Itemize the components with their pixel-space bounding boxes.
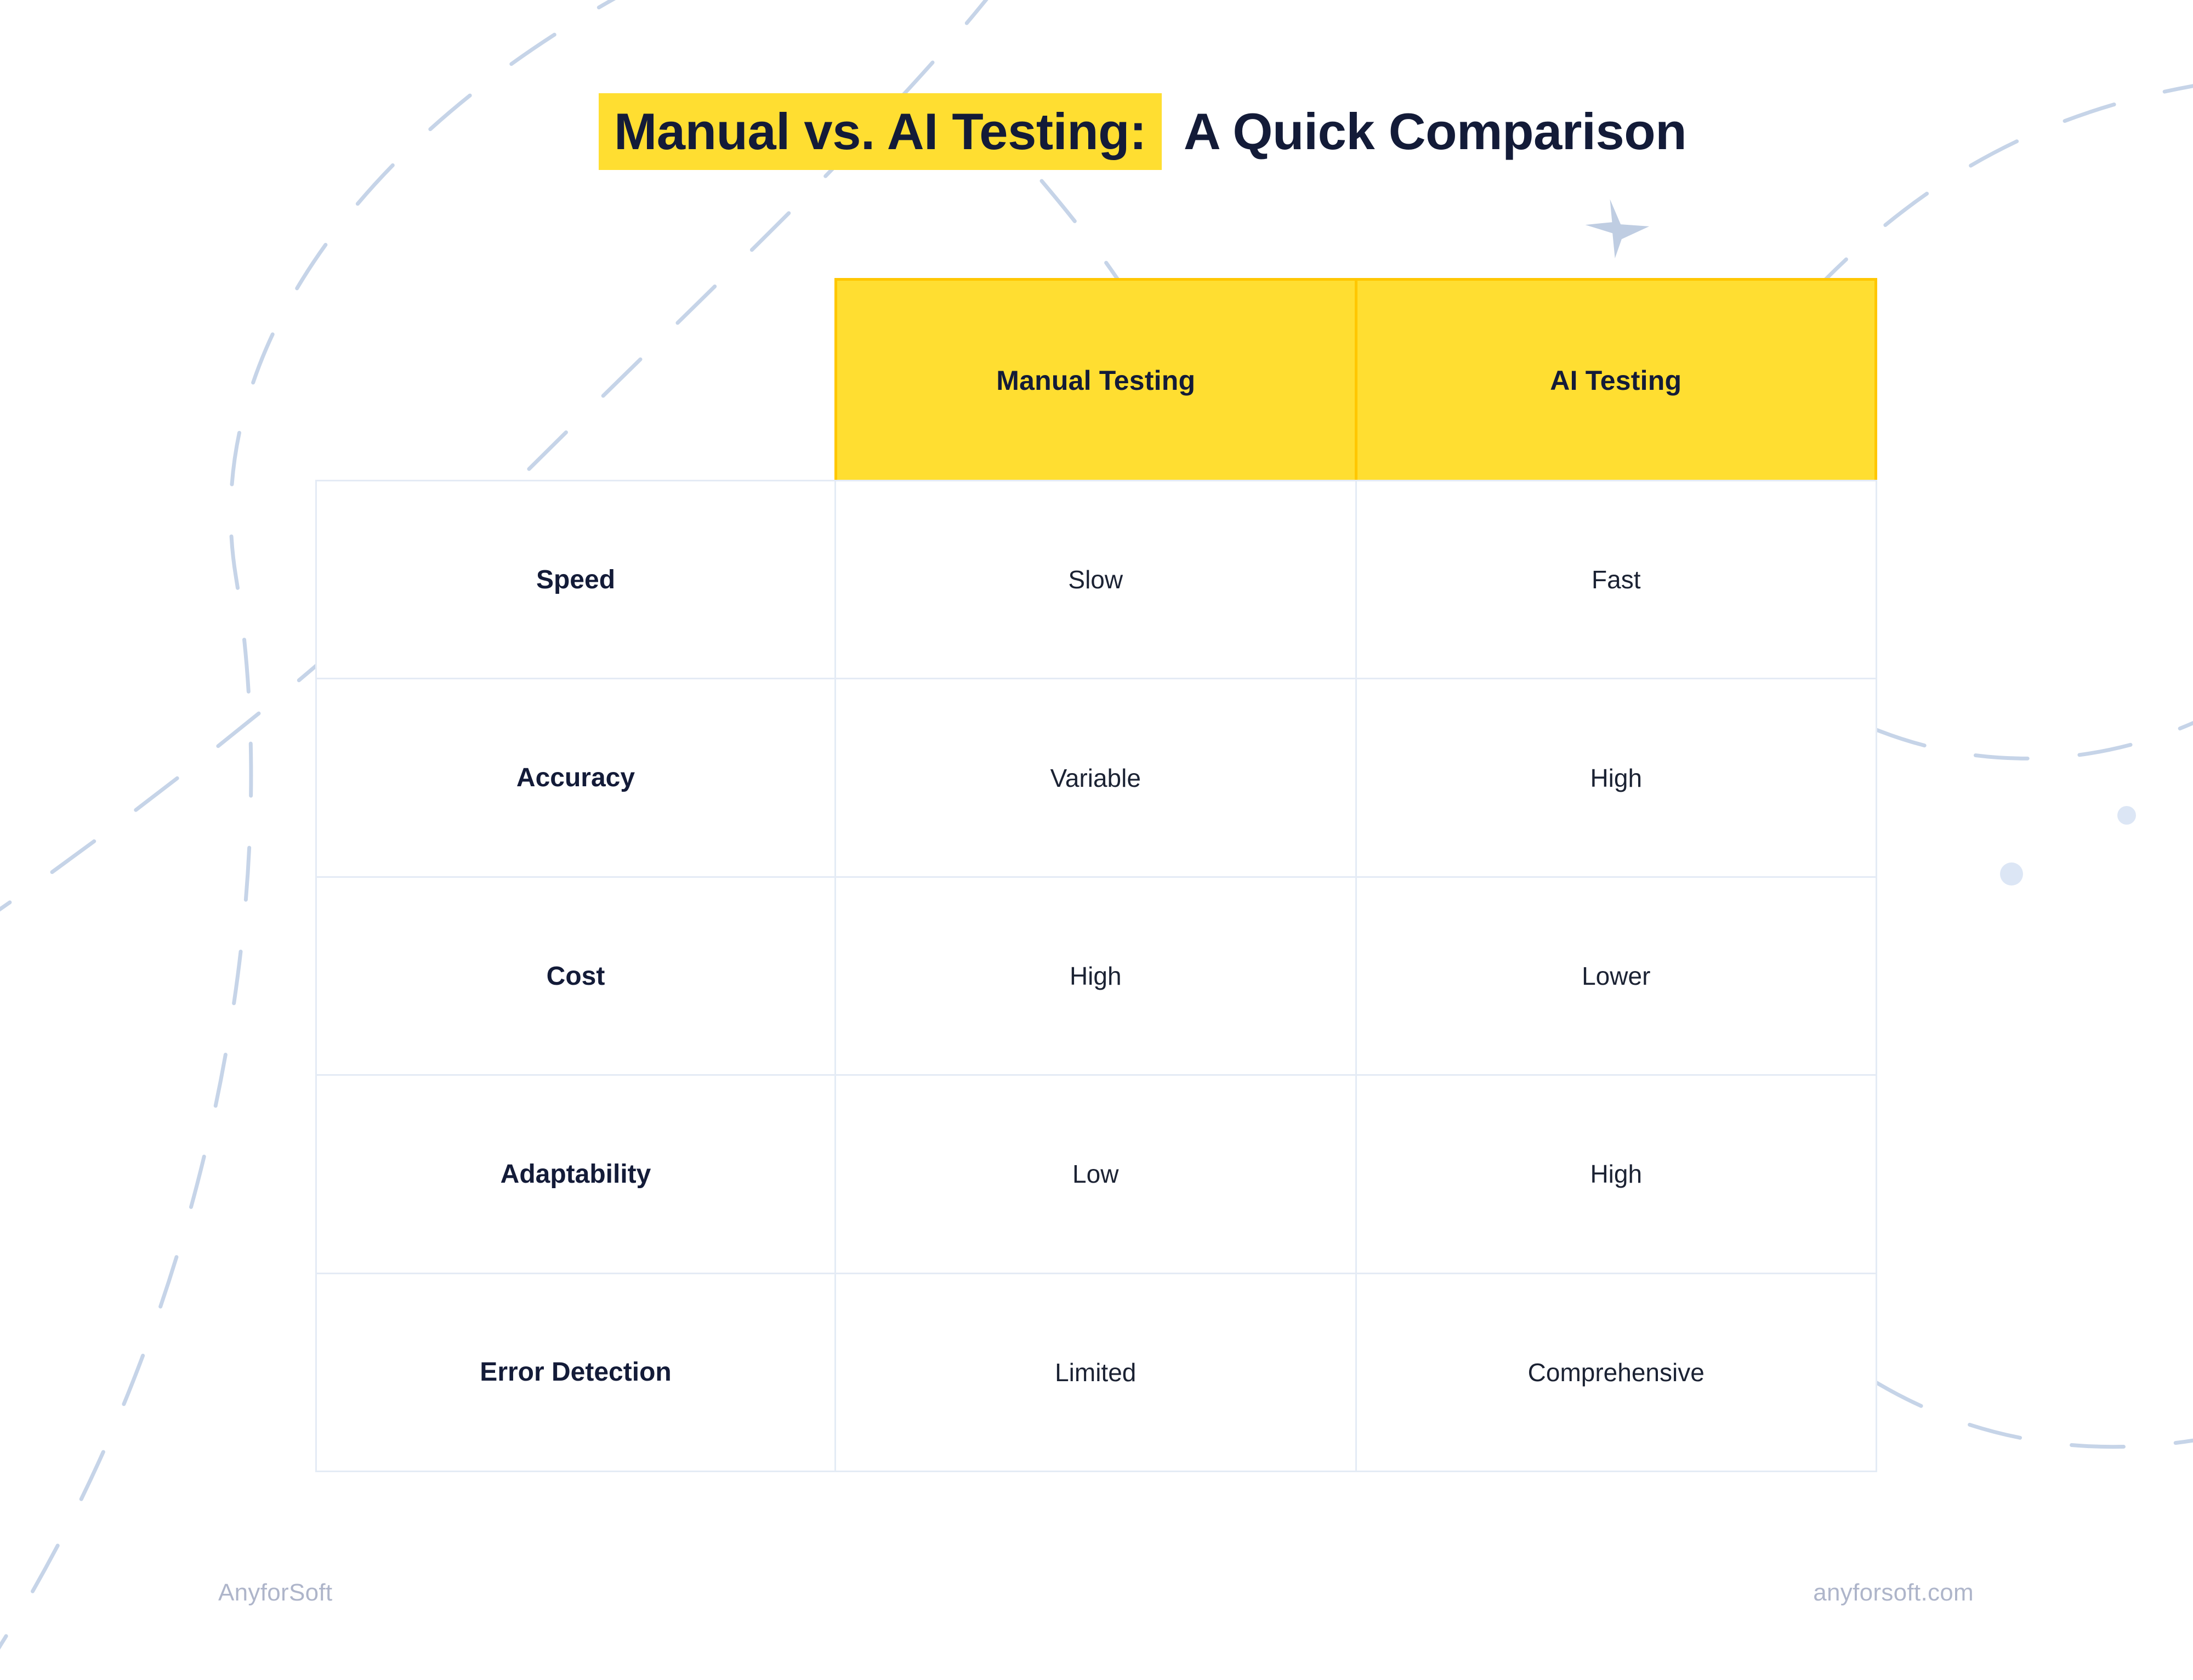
table-row: Error Detection Limited Comprehensive: [317, 1274, 1876, 1471]
cell-manual-speed: Slow: [836, 481, 1357, 678]
cell-ai-accuracy: High: [1590, 763, 1643, 792]
table-row: Cost High Lower: [317, 877, 1876, 1076]
decor-dot-lower: [2000, 862, 2023, 886]
row-label-error-detection: Error Detection: [317, 1274, 836, 1471]
sparkle-star-icon: [1585, 199, 1650, 259]
cell-ai-cost: Lower: [1582, 962, 1651, 991]
table-row: Speed Slow Fast: [317, 481, 1876, 680]
page-title-rest: A Quick Comparison: [1183, 103, 1687, 160]
decor-dot-upper: [2117, 806, 2136, 825]
row-label-cost: Cost: [317, 877, 836, 1075]
table-row: Accuracy Variable High: [317, 679, 1876, 878]
comparison-table-body: Speed Slow Fast Accuracy Variable High C…: [315, 480, 1877, 1472]
page-title-highlight: Manual vs. AI Testing:: [599, 93, 1162, 170]
footer-brand: AnyforSoft: [218, 1579, 333, 1606]
row-label-accuracy: Accuracy: [317, 679, 836, 876]
comparison-table-header: Manual Testing AI Testing: [834, 278, 1877, 480]
page-title: Manual vs. AI Testing: A Quick Compariso…: [599, 93, 1687, 170]
table-row: Adaptability Low High: [317, 1076, 1876, 1274]
dashed-curve-bottom-right: [1873, 1380, 2193, 1449]
cell-manual-accuracy: Variable: [836, 679, 1357, 876]
footer-website-url: anyforsoft.com: [1813, 1579, 1974, 1606]
dashed-curve-top-right: [1807, 84, 2193, 298]
row-label-speed: Speed: [317, 481, 836, 678]
column-header-manual-testing: Manual Testing: [837, 281, 1355, 480]
cell-manual-error-detection: Limited: [836, 1274, 1357, 1471]
cell-manual-adaptability: Low: [836, 1076, 1357, 1273]
cell-ai-adaptability: High: [1590, 1160, 1643, 1189]
cell-manual-cost: High: [836, 877, 1357, 1075]
cell-ai-speed: Fast: [1592, 565, 1641, 594]
cell-ai-error-detection: Comprehensive: [1527, 1358, 1705, 1387]
row-label-adaptability: Adaptability: [317, 1076, 836, 1273]
column-header-ai-testing: AI Testing: [1357, 281, 1874, 480]
dashed-curve-right-middle: [1873, 720, 2193, 760]
